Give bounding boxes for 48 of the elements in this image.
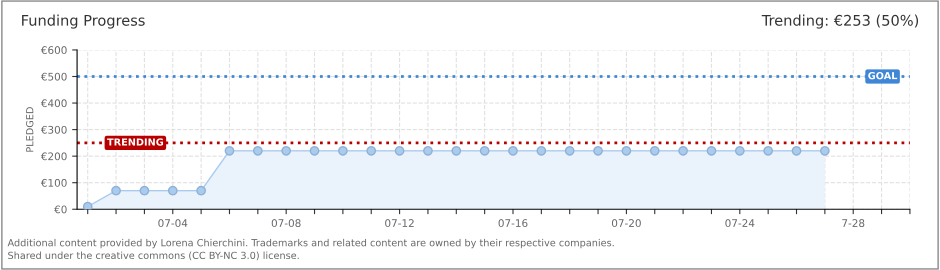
point	[792, 146, 802, 156]
point	[196, 186, 206, 196]
point	[111, 186, 121, 196]
point	[423, 146, 433, 156]
y-tick-label: €100	[40, 178, 67, 187]
point	[564, 146, 575, 156]
point	[82, 202, 93, 210]
point	[706, 146, 716, 156]
point	[536, 146, 546, 156]
y-axis-title: PLEDGED	[26, 107, 34, 152]
point	[820, 146, 830, 156]
point	[168, 186, 178, 196]
chart-title: Funding Progress	[22, 14, 145, 29]
x-tick-label: 07-20	[612, 219, 641, 228]
x-tick-label: 07-08	[272, 219, 301, 228]
point	[593, 146, 603, 156]
y-tick-label: €0	[54, 205, 67, 214]
y-tick-label: €200	[40, 152, 67, 160]
point	[366, 146, 376, 156]
point	[281, 146, 292, 156]
x-tick-label: 07-24	[725, 219, 754, 228]
point	[508, 146, 518, 156]
point	[763, 146, 774, 156]
point	[224, 146, 234, 156]
ref-line-label: GOAL	[868, 72, 898, 80]
x-tick-label: 07-12	[385, 219, 414, 228]
ref-line-label: TRENDING	[107, 138, 164, 146]
point	[480, 146, 490, 156]
point	[140, 186, 150, 196]
x-tick-label: 07-16	[498, 219, 528, 228]
point	[310, 146, 320, 156]
chart-subtitle: Trending: €253 (50%)	[762, 14, 918, 29]
point	[252, 146, 263, 156]
point	[678, 146, 688, 156]
point	[338, 146, 348, 156]
text: Shared under the creative commons (CC BY-NC 3.0) license.	[8, 252, 299, 260]
y-tick-label: €400	[40, 99, 67, 108]
y-tick-label: €500	[40, 72, 67, 81]
point	[622, 146, 632, 156]
point	[451, 146, 462, 156]
point	[394, 146, 404, 156]
y-tick-label: €600	[40, 46, 67, 54]
point	[650, 146, 660, 156]
point	[734, 146, 745, 156]
x-tick-label: 7-28	[842, 219, 864, 228]
y-tick-label: €300	[40, 126, 67, 134]
x-tick-label: 07-04	[158, 219, 188, 228]
text: Additional content provided by Lorena Chierchini. Trademarks and related content are owned by their respective companies.	[8, 238, 614, 248]
